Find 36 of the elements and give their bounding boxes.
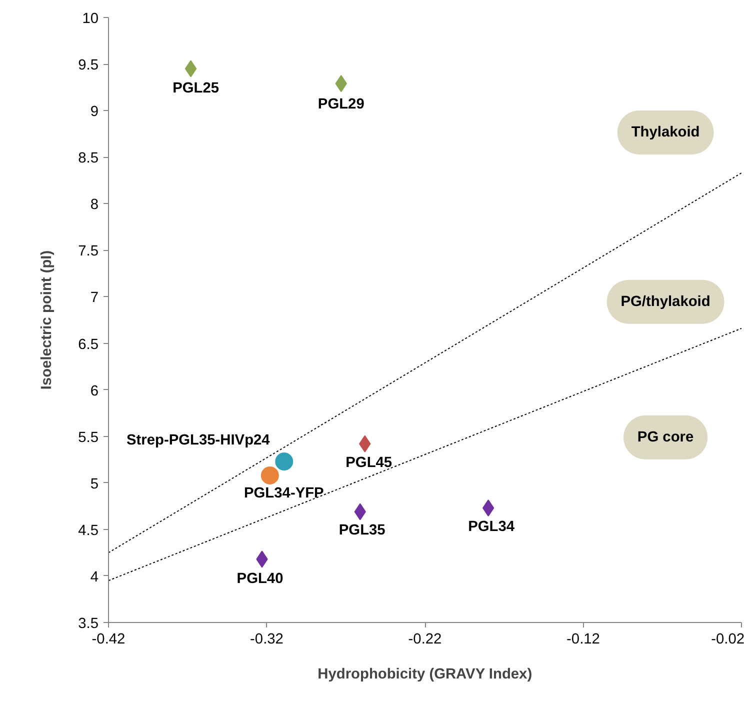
y-tick-label: 6.5: [78, 336, 98, 353]
series-label: PGL40: [236, 571, 284, 588]
x-tick-label: -0.02: [711, 632, 744, 648]
series-label: Strep-PGL35-HIVp24: [126, 432, 271, 448]
y-tick-label: 8.5: [78, 150, 98, 167]
y-tick-label: 4: [90, 569, 99, 586]
series-label: PGL34-YFP: [244, 485, 324, 502]
x-tick-label: -0.32: [250, 632, 284, 648]
series-label: PGL45: [346, 454, 392, 471]
y-tick-label: 7.5: [78, 244, 98, 260]
x-tick-label: -0.12: [566, 632, 600, 648]
series-label: PGL35: [338, 522, 386, 539]
y-tick-label: 7: [90, 290, 99, 306]
y-tick-label: 8: [90, 197, 99, 214]
point: [260, 466, 279, 484]
y-tick-label: 3.5: [78, 616, 98, 632]
y-tick-label: 6: [90, 383, 99, 400]
x-tick-label: -0.22: [408, 632, 442, 648]
y-axis-title: Isoelectric point (pI): [39, 250, 56, 390]
point: [184, 60, 197, 78]
y-tick-label: 9.5: [78, 58, 98, 74]
x-axis-title: Hydrophobicity (GRAVY Index): [318, 666, 532, 682]
point: [482, 500, 494, 517]
series-label: PGL34: [468, 519, 516, 536]
annotation: PG core: [637, 429, 694, 446]
series-label: PGL25: [172, 80, 220, 97]
annotation: Thylakoid: [631, 124, 700, 140]
y-tick-label: 9: [90, 104, 99, 120]
series-label: PGL29: [318, 96, 364, 113]
annotation: PG/thylakoid: [620, 294, 710, 310]
y-tick-label: 5.5: [78, 430, 98, 446]
y-tick-label: 10: [82, 11, 99, 27]
point: [275, 452, 294, 470]
y-tick-label: 5: [90, 476, 99, 492]
y-tick-label: 4.5: [78, 522, 98, 539]
x-tick-label: -0.42: [92, 632, 126, 648]
